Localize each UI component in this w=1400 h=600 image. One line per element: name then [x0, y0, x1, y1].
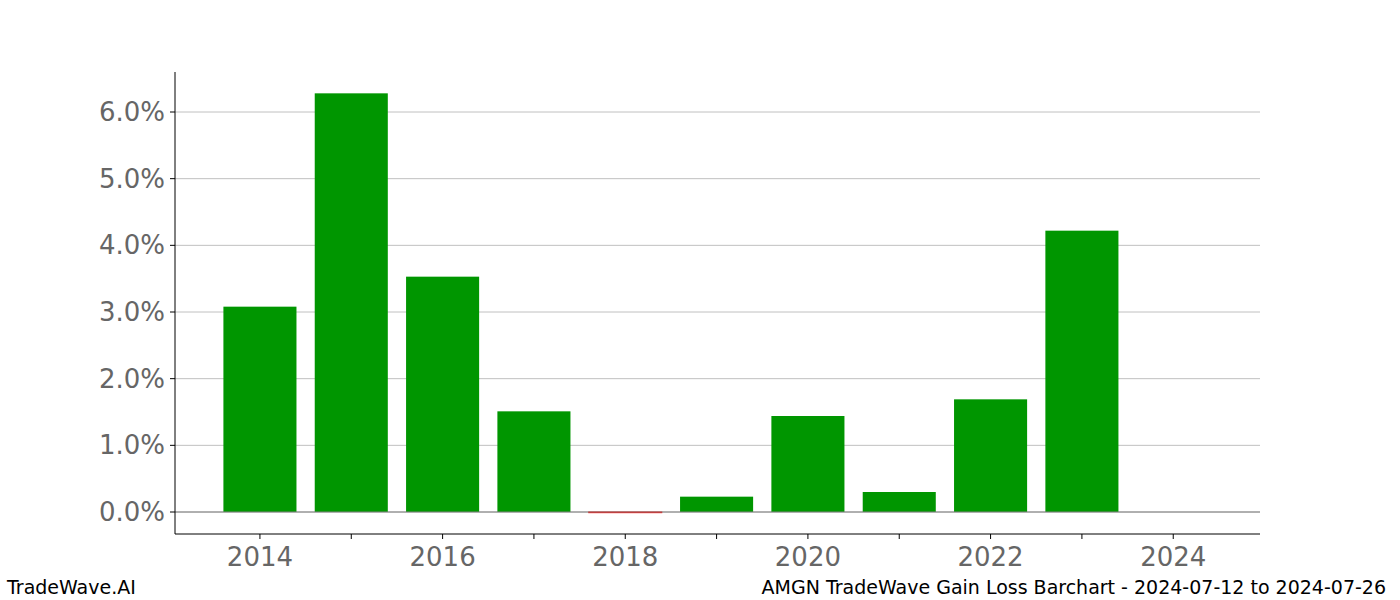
bars [223, 93, 1118, 512]
y-tick [170, 245, 175, 246]
y-axis [175, 72, 176, 534]
y-tick [170, 512, 175, 513]
grid-line [175, 512, 1260, 513]
bar [1045, 231, 1118, 512]
y-tick [170, 178, 175, 179]
chart: 0.0% 1.0% 2.0% 3.0% 4.0% 5.0% 6.0% 2014 2016 2018… [0, 0, 1400, 600]
x-tick [625, 534, 626, 539]
x-tick [899, 534, 900, 539]
x-axis [175, 534, 1260, 535]
y-tick-label: 3.0% [99, 297, 165, 327]
x-tick [533, 534, 534, 539]
y-tick-label: 6.0% [99, 97, 165, 127]
x-tick [807, 534, 808, 539]
x-tick-label: 2016 [410, 542, 476, 572]
zero-line [175, 512, 1260, 513]
watermark: TradeWave.AI [6, 576, 136, 598]
bar [497, 411, 570, 512]
x-tick [1173, 534, 1174, 539]
y-tick-label: 5.0% [99, 164, 165, 194]
bar [771, 416, 844, 512]
bar [406, 277, 479, 512]
bar [863, 492, 936, 512]
y-tick [170, 112, 175, 113]
x-tick-label: 2018 [592, 542, 658, 572]
x-tick [990, 534, 991, 539]
x-tick-label: 2014 [227, 542, 293, 572]
y-tick-label: 2.0% [99, 364, 165, 394]
bar [223, 307, 296, 512]
y-tick [170, 312, 175, 313]
x-tick [716, 534, 717, 539]
x-tick [1081, 534, 1082, 539]
x-tick [259, 534, 260, 539]
title: AMGN TradeWave Gain Loss Barchart - 2024… [762, 576, 1386, 598]
y-tick [170, 378, 175, 379]
x-tick-label: 2020 [775, 542, 841, 572]
x-tick [442, 534, 443, 539]
y-tick-label: 0.0% [99, 497, 165, 527]
x-tick [351, 534, 352, 539]
y-tick-label: 4.0% [99, 230, 165, 260]
x-tick-label: 2022 [957, 542, 1023, 572]
x-tick-label: 2024 [1140, 542, 1206, 572]
bar [680, 497, 753, 512]
y-tick-label: 1.0% [99, 430, 165, 460]
y-tick [170, 445, 175, 446]
bar [954, 399, 1027, 512]
bar [315, 93, 388, 512]
